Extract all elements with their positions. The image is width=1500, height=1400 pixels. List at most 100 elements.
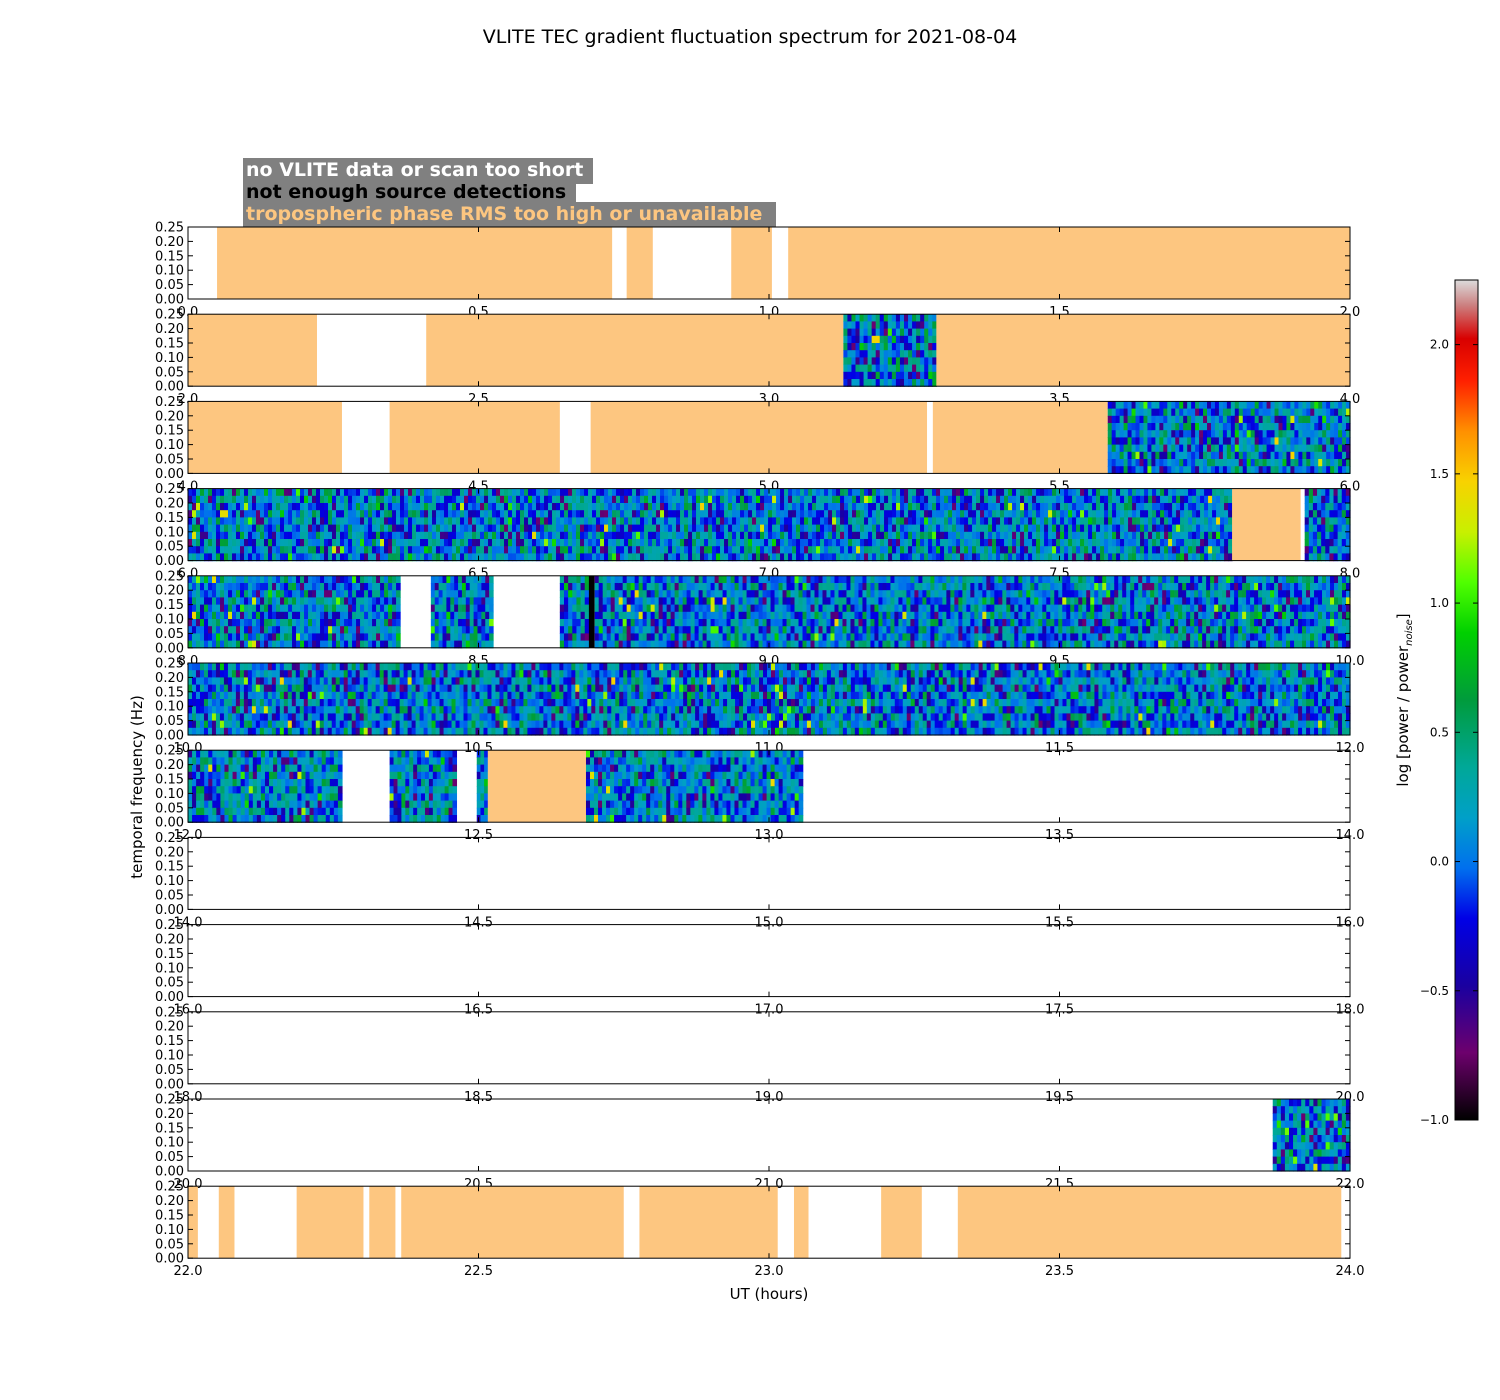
spectrum-cell <box>610 619 616 627</box>
spectrum-cell <box>540 524 545 533</box>
spectrum-cell <box>851 328 857 337</box>
spectrum-cell <box>1224 553 1229 562</box>
spectrum-cell <box>712 524 717 533</box>
spectrum-cell <box>1294 444 1299 453</box>
spectrum-cell <box>200 626 205 634</box>
spectrum-cell <box>952 488 957 497</box>
spectrum-cell <box>208 495 213 504</box>
spectrum-cell <box>380 531 385 540</box>
spectrum-cell <box>1346 451 1351 460</box>
spectrum-cell <box>1310 444 1315 453</box>
spectrum-cell <box>614 611 620 620</box>
spectrum-cell <box>766 583 772 591</box>
spectrum-cell <box>556 553 561 562</box>
spectrum-cell <box>288 553 293 562</box>
spectrum-cell <box>742 583 748 591</box>
spectrum-cell <box>496 524 501 533</box>
spectrum-cell <box>544 546 549 554</box>
spectrum-cell <box>1306 459 1311 467</box>
spectrum-cell <box>1212 488 1217 497</box>
spectrum-cell <box>972 488 977 497</box>
spectrum-cell <box>584 488 589 497</box>
spectrum-cell <box>670 583 676 591</box>
spectrum-cell <box>860 553 865 562</box>
spectrum-cell <box>1314 401 1319 410</box>
spectrum-cell <box>1100 553 1105 562</box>
spectrum-cell <box>196 531 201 540</box>
spectrum-cell <box>628 495 633 504</box>
spectrum-cell <box>714 611 720 620</box>
spectrum-cell <box>658 619 664 627</box>
spectrum-cell <box>461 611 467 620</box>
spectrum-cell <box>872 524 877 533</box>
spectrum-cell <box>680 488 685 497</box>
spectrum-cell <box>1012 495 1017 504</box>
spectrum-cell <box>1040 531 1045 540</box>
spectrum-cell <box>468 531 473 540</box>
spectrum-cell <box>1203 466 1208 474</box>
spectrum-cell <box>352 546 357 554</box>
spectrum-cell <box>304 583 309 591</box>
spectrum-cell <box>924 510 929 518</box>
spectrum-cell <box>1127 415 1133 424</box>
spectrum-cell <box>678 633 684 642</box>
spectrum-cell <box>1218 430 1224 438</box>
spectrum-cell <box>1345 510 1351 518</box>
spectrum-cell <box>188 575 193 584</box>
spectrum-cell <box>843 350 849 358</box>
spectrum-segment <box>559 575 590 649</box>
spectrum-cell <box>758 575 764 584</box>
spectrum-cell <box>256 604 261 613</box>
spectrum-cell <box>1218 415 1224 424</box>
spectrum-cell <box>988 488 993 497</box>
spectrum-cell <box>654 590 660 598</box>
spectrum-cell <box>776 553 781 562</box>
spectrum-cell <box>1111 401 1117 410</box>
spectrum-cell <box>702 590 708 598</box>
spectrum-cell <box>208 575 213 584</box>
spectrum-cell <box>692 488 697 497</box>
spectrum-cell <box>360 524 365 533</box>
spectrum-cell <box>746 597 752 606</box>
spectrum-cell <box>360 626 365 634</box>
spectrum-cell <box>1151 408 1156 417</box>
spectrum-cell <box>1127 408 1133 417</box>
spectrum-cell <box>1116 517 1121 526</box>
spectrum-cell <box>204 553 209 562</box>
spectrum-cell <box>634 640 640 649</box>
spectrum-cell <box>244 546 249 554</box>
spectrum-cell <box>840 539 845 547</box>
spectrum-cell <box>1278 466 1284 474</box>
spectrum-cell <box>891 335 897 344</box>
spectrum-cell <box>1028 546 1033 554</box>
spectrum-cell <box>1143 401 1149 410</box>
spectrum-cell <box>843 379 849 387</box>
spectrum-cell <box>480 517 485 526</box>
spectrum-cell <box>790 611 796 620</box>
spectrum-cell <box>1318 444 1323 453</box>
spectrum-cell <box>1330 459 1335 467</box>
spectrum-cell <box>1312 539 1318 547</box>
spectrum-cell <box>1188 510 1193 518</box>
spectrum-cell <box>328 583 333 591</box>
spectrum-cell <box>1337 503 1343 511</box>
spectrum-cell <box>752 539 757 547</box>
spectrum-cell <box>308 633 313 642</box>
spectrum-cell <box>1008 539 1013 547</box>
spectrum-cell <box>895 350 901 358</box>
spectrum-cell <box>208 583 213 591</box>
spectrum-cell <box>698 575 704 584</box>
spectrum-cell <box>952 495 957 504</box>
spectrum-cell <box>316 604 321 613</box>
spectrum-cell <box>1317 524 1322 533</box>
spectrum-cell <box>724 524 729 533</box>
spectrum-cell <box>1345 546 1351 554</box>
spectrum-cell <box>336 590 341 598</box>
spectrum-cell <box>1250 423 1256 431</box>
spectrum-cell <box>1208 539 1213 547</box>
y-tick-label: 0.25 <box>155 395 184 410</box>
spectrum-cell <box>240 539 245 547</box>
spectrum-cell <box>580 531 585 540</box>
spectrum-cell <box>300 546 305 554</box>
spectrum-cell <box>992 510 997 518</box>
